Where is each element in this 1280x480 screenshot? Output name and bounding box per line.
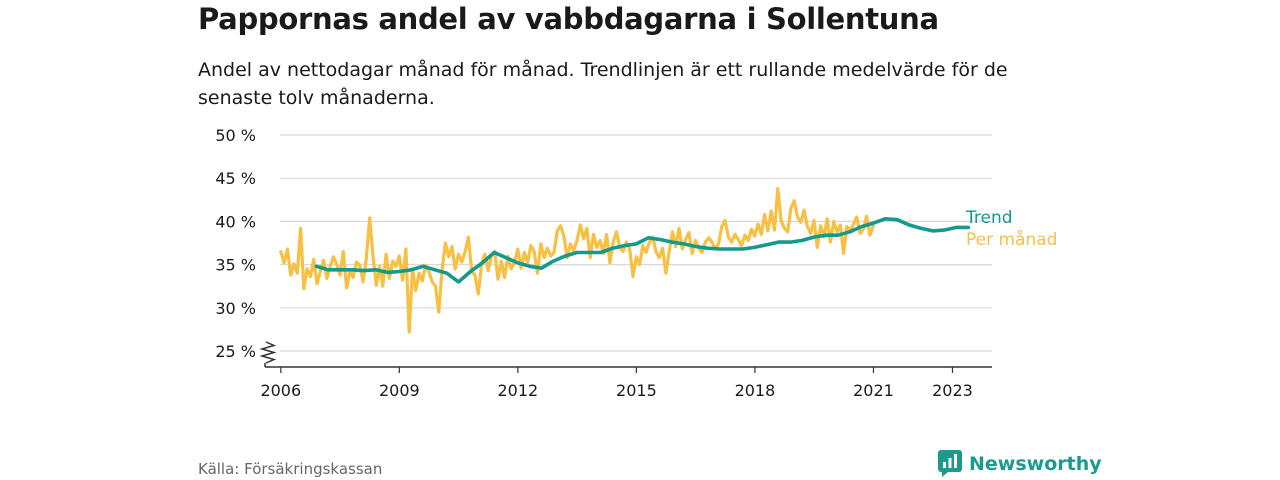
legend-label-trend: Trend (965, 208, 1013, 228)
x-tick-label: 2015 (616, 381, 657, 400)
series-line-per-manad (279, 187, 875, 334)
chart-subtitle: Andel av nettodagar månad för månad. Tre… (198, 59, 1008, 109)
y-tick-label: 30 % (215, 299, 256, 318)
y-tick-label: 45 % (215, 169, 256, 188)
brand-logo[interactable]: Newsworthy (938, 450, 1102, 477)
y-tick-label: 35 % (215, 256, 256, 275)
y-axis-tick-labels: 50 % 45 % 40 % 35 % 30 % 25 % (215, 126, 256, 361)
axis-break-icon (259, 341, 277, 364)
x-tick-label: 2009 (379, 381, 420, 400)
bar-chart-speech-bubble-icon (938, 450, 962, 477)
y-tick-label: 50 % (215, 126, 256, 145)
y-tick-label: 25 % (215, 342, 256, 361)
y-tick-label: 40 % (215, 212, 256, 231)
brand-name: Newsworthy (969, 452, 1102, 475)
x-axis-ticks: 2006 2009 2012 2015 2018 2021 2023 (260, 367, 973, 400)
x-tick-label: 2006 (260, 381, 301, 400)
line-chart: 50 % 45 % 40 % 35 % 30 % 25 % 2006 2009 2012 201… (215, 126, 1057, 400)
x-tick-label: 2021 (853, 381, 894, 400)
x-tick-label: 2023 (932, 381, 973, 400)
x-tick-label: 2018 (735, 381, 776, 400)
source-note: Källa: Försäkringskassan (198, 460, 383, 478)
chart-title: Pappornas andel av vabbdagarna i Sollent… (198, 2, 939, 36)
legend-label-per-manad: Per månad (966, 229, 1057, 250)
series-line-trend (314, 217, 971, 284)
x-tick-label: 2012 (498, 381, 539, 400)
